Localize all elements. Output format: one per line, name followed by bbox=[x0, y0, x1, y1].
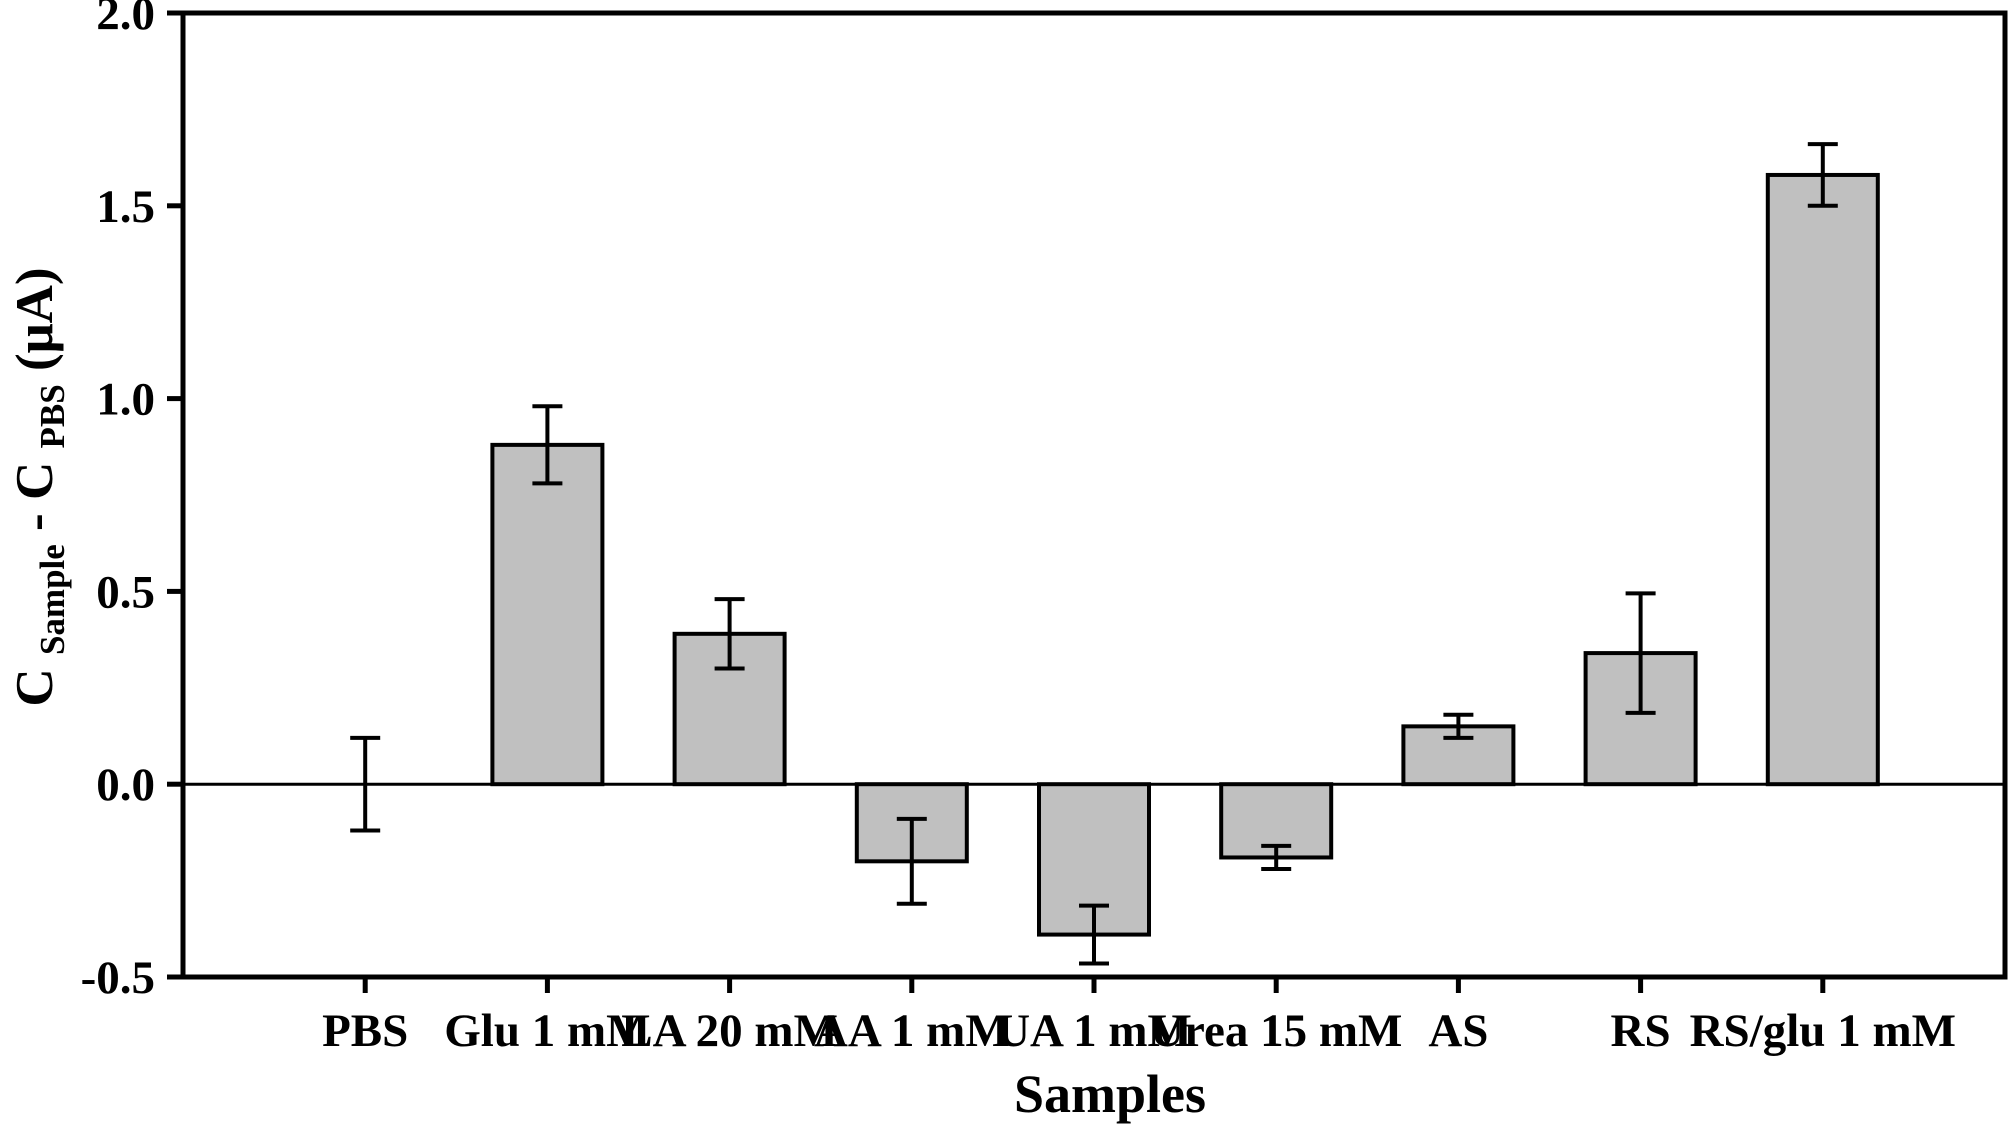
y-title-sub-pbs: PBS bbox=[33, 384, 72, 448]
error-bar-urea-15-mm bbox=[1261, 843, 1292, 872]
error-bar-rs bbox=[1625, 591, 1656, 715]
y-tick-label-0.5: 0.5 bbox=[96, 566, 155, 618]
x-axis-title: Samples bbox=[1014, 1064, 1206, 1124]
x-tick-label-pbs: PBS bbox=[322, 1005, 408, 1057]
y-title-sub-sample: Sample bbox=[33, 544, 72, 655]
y-title-main-2: - C bbox=[6, 462, 64, 531]
x-tick-label-urea-15-mm: Urea 15 mM bbox=[1150, 1005, 1402, 1057]
y-tick-labels-group: 2.0 1.5 1.0 0.5 0.0 -0.5 bbox=[81, 0, 155, 1004]
y-tick-label-1.5: 1.5 bbox=[96, 181, 155, 233]
x-tick-label-ua-1-mm: UA 1 mM bbox=[996, 1005, 1192, 1057]
x-tick-label-aa-1-mm: AA 1 mM bbox=[814, 1005, 1010, 1057]
error-bars-group bbox=[350, 142, 1838, 966]
bar-rs-glu-1-mm bbox=[1765, 172, 1880, 787]
x-tick-label-la-20-mm: LA 20 mM bbox=[621, 1005, 838, 1057]
x-tick-label-rs: RS bbox=[1611, 1005, 1671, 1057]
error-bar-ua-1-mm bbox=[1079, 903, 1109, 966]
x-tick-label-rs-glu-1-mm: RS/glu 1 mM bbox=[1690, 1005, 1956, 1057]
bars-group bbox=[490, 172, 1880, 937]
error-bar-glu-1-mm bbox=[532, 404, 563, 486]
error-bar-as bbox=[1443, 712, 1474, 740]
y-tick-label-2.0: 2.0 bbox=[96, 0, 155, 40]
y-title-unit: (μA) bbox=[6, 267, 64, 371]
y-tick-label-0.0: 0.0 bbox=[96, 759, 155, 811]
y-tick-label--0.5: -0.5 bbox=[81, 952, 155, 1004]
y-ticks-group bbox=[167, 10, 183, 980]
y-title-main-1: C bbox=[6, 668, 64, 706]
y-tick-label-1.0: 1.0 bbox=[96, 374, 155, 426]
error-bar-aa-1-mm bbox=[896, 816, 927, 906]
error-bar-pbs bbox=[350, 735, 381, 833]
error-bar-rs-glu-1-mm bbox=[1807, 142, 1838, 208]
y-axis-title: C Sample - C PBS (μA) bbox=[6, 267, 76, 706]
bar-glu-1-mm bbox=[490, 442, 605, 787]
x-tick-label-as: AS bbox=[1428, 1005, 1488, 1057]
x-ticks-group bbox=[362, 977, 1826, 993]
x-tick-label-glu-1-mm: Glu 1 mM bbox=[444, 1005, 650, 1057]
error-bar-la-20-mm bbox=[714, 597, 745, 671]
